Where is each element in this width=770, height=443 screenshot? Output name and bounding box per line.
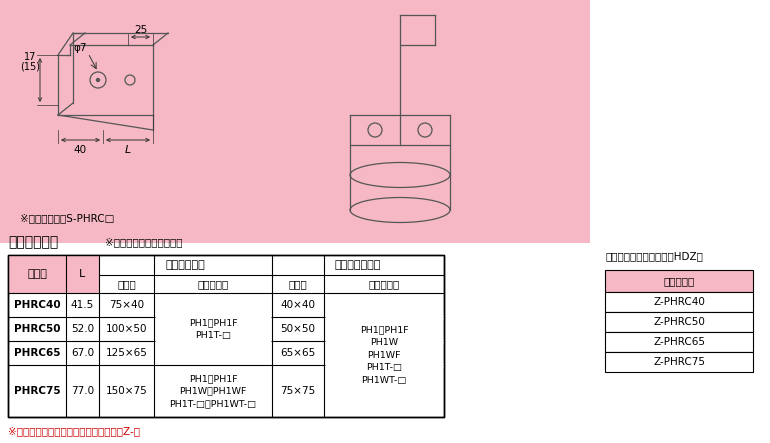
Bar — [605, 352, 753, 372]
Bar — [8, 255, 444, 417]
Text: L: L — [125, 145, 131, 155]
Bar — [605, 270, 753, 292]
Text: パイラック: パイラック — [368, 279, 400, 289]
Text: 17: 17 — [24, 52, 36, 62]
Text: PHRC75: PHRC75 — [14, 386, 60, 396]
Text: サイズ: サイズ — [117, 279, 136, 289]
Bar — [605, 312, 753, 332]
Text: 適合みぞ形鋼: 適合みぞ形鋼 — [166, 260, 206, 270]
Text: 65×65: 65×65 — [280, 348, 316, 358]
Text: φ7: φ7 — [73, 43, 87, 53]
Text: 77.0: 77.0 — [71, 386, 94, 396]
Text: ※（　）寸法はS-PHRC□: ※（ ）寸法はS-PHRC□ — [20, 213, 115, 223]
Text: Z-PHRC40: Z-PHRC40 — [653, 297, 705, 307]
Text: 125×65: 125×65 — [105, 348, 147, 358]
Text: PHRC50: PHRC50 — [14, 324, 60, 334]
Text: ※ステンレス鋼仕様も同様: ※ステンレス鋼仕様も同様 — [105, 237, 182, 247]
Text: PH1、PH1F
PH1W
PH1WF
PH1T-□
PH1WT-□: PH1、PH1F PH1W PH1WF PH1T-□ PH1WT-□ — [360, 326, 408, 385]
Bar — [605, 292, 753, 312]
Text: PH1、PH1F
PH1W、PH1WF
PH1T-□、PH1WT-□: PH1、PH1F PH1W、PH1WF PH1T-□、PH1WT-□ — [169, 374, 256, 408]
Text: 52.0: 52.0 — [71, 324, 94, 334]
Text: 溶融亜鉛めっき仕上げ（HDZ）: 溶融亜鉛めっき仕上げ（HDZ） — [605, 251, 703, 261]
Text: 寸法・適合表: 寸法・適合表 — [8, 235, 59, 249]
Circle shape — [96, 78, 99, 82]
Bar — [8, 255, 444, 417]
Text: 150×75: 150×75 — [105, 386, 147, 396]
Text: PHRC65: PHRC65 — [14, 348, 60, 358]
Text: Z-PHRC75: Z-PHRC75 — [653, 357, 705, 367]
Text: 41.5: 41.5 — [71, 300, 94, 310]
Text: 品　番: 品 番 — [27, 269, 47, 279]
Text: 40×40: 40×40 — [280, 300, 316, 310]
Text: PH1、PH1F
PH1T-□: PH1、PH1F PH1T-□ — [189, 318, 237, 340]
Text: Z-PHRC50: Z-PHRC50 — [653, 317, 705, 327]
Text: (15): (15) — [20, 61, 40, 71]
Text: L: L — [79, 269, 85, 279]
Text: Z-PHRC65: Z-PHRC65 — [653, 337, 705, 347]
Bar — [8, 255, 99, 293]
Bar — [605, 332, 753, 352]
Text: 50×50: 50×50 — [280, 324, 316, 334]
Text: 40: 40 — [74, 145, 87, 155]
Text: ご注文品番: ご注文品番 — [664, 276, 695, 286]
Text: 25: 25 — [134, 25, 147, 35]
Text: PHRC40: PHRC40 — [14, 300, 60, 310]
Text: ※溶融亜鉛めっき仕上げは、品番の頭にZ-付: ※溶融亜鉛めっき仕上げは、品番の頭にZ-付 — [8, 426, 140, 436]
Text: 75×40: 75×40 — [109, 300, 144, 310]
Text: 100×50: 100×50 — [105, 324, 147, 334]
Text: 67.0: 67.0 — [71, 348, 94, 358]
Text: サイズ: サイズ — [289, 279, 307, 289]
Text: 75×75: 75×75 — [280, 386, 316, 396]
Text: 適合等辺山形鋼: 適合等辺山形鋼 — [335, 260, 381, 270]
Text: パイラック: パイラック — [197, 279, 229, 289]
Bar — [0, 0, 590, 243]
